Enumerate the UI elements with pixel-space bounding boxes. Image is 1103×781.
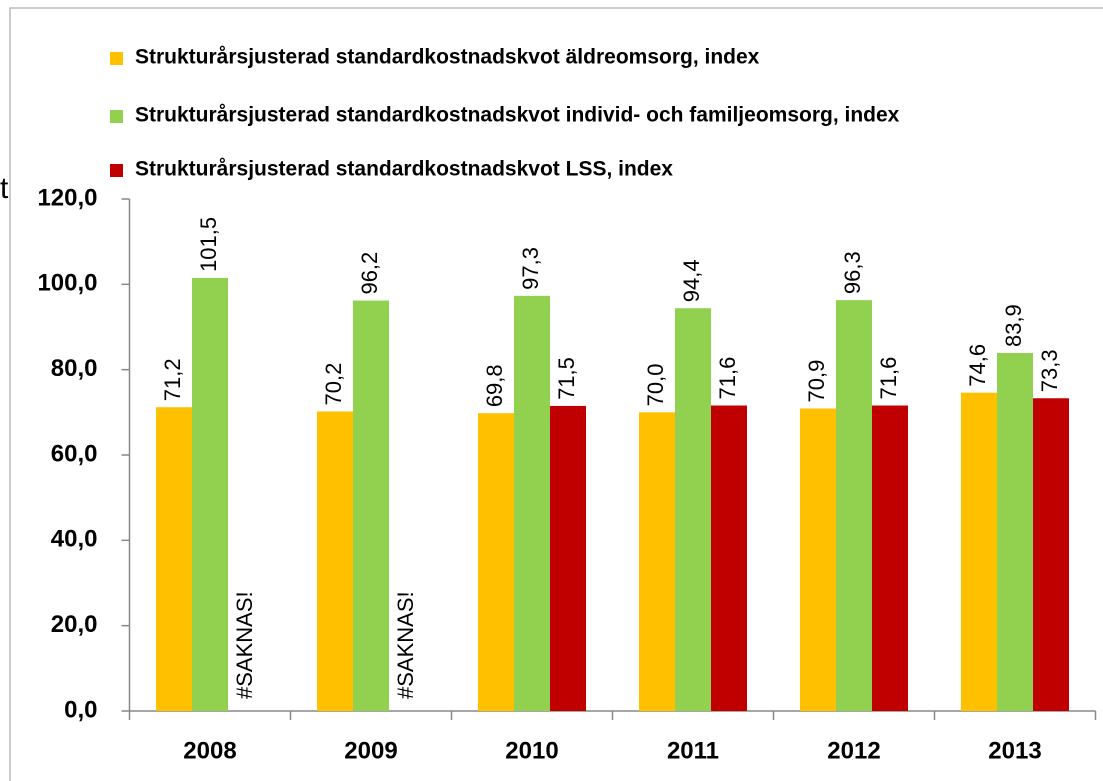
legend-swatch <box>110 52 123 65</box>
data-label: 73,3 <box>1037 349 1062 392</box>
bar <box>478 413 514 711</box>
bar <box>192 277 228 711</box>
y-tick-label: 20,0 <box>51 611 98 638</box>
bar <box>997 353 1033 711</box>
y-axis-label: t <box>0 172 9 205</box>
data-label: 70,0 <box>643 364 668 407</box>
y-tick-label: 100,0 <box>37 270 97 297</box>
x-tick-label: 2009 <box>344 737 397 764</box>
x-tick-label: 2013 <box>988 737 1041 764</box>
bar <box>317 411 353 711</box>
legend-swatch <box>110 110 123 123</box>
x-tick-label: 2012 <box>827 737 880 764</box>
y-tick-label: 60,0 <box>51 440 98 467</box>
bar <box>836 300 872 711</box>
legend-swatch <box>110 164 123 177</box>
data-label: 97,3 <box>518 247 543 290</box>
data-label: 94,4 <box>679 259 704 302</box>
legend-label: Strukturårsjusterad standardkostnadskvot… <box>135 104 900 127</box>
data-label: 71,6 <box>876 357 901 400</box>
bar <box>675 308 711 711</box>
bar <box>800 408 836 711</box>
data-label: 70,9 <box>804 360 829 403</box>
data-label: #SAKNAS! <box>393 591 418 699</box>
data-label: 69,8 <box>482 364 507 407</box>
y-tick-label: 80,0 <box>51 355 98 382</box>
y-tick-label: 120,0 <box>37 184 97 211</box>
legend-label: Strukturårsjusterad standardkostnadskvot… <box>135 158 673 181</box>
legend-label: Strukturårsjusterad standardkostnadskvot… <box>135 46 760 69</box>
y-tick-label: 0,0 <box>64 696 97 723</box>
bar <box>550 405 586 711</box>
bar <box>514 295 550 711</box>
bar <box>639 412 675 711</box>
bar <box>156 407 192 711</box>
data-label: 71,6 <box>715 357 740 400</box>
data-label: 71,2 <box>160 358 185 401</box>
bar <box>1033 398 1069 711</box>
bar <box>961 392 997 711</box>
data-label: 96,2 <box>357 252 382 295</box>
y-tick-label: 40,0 <box>51 526 98 553</box>
data-label: 71,5 <box>554 357 579 400</box>
data-label: 83,9 <box>1001 304 1026 347</box>
data-label: #SAKNAS! <box>232 591 257 699</box>
bar <box>353 300 389 711</box>
data-label: 101,5 <box>196 217 221 272</box>
data-label: 74,6 <box>965 344 990 387</box>
x-tick-label: 2011 <box>667 737 719 764</box>
data-label: 70,2 <box>321 363 346 406</box>
bar <box>711 405 747 711</box>
x-tick-label: 2010 <box>505 737 558 764</box>
chart-border <box>9 7 1103 781</box>
bar <box>872 405 908 711</box>
data-label: 96,3 <box>840 251 865 294</box>
x-tick-label: 2008 <box>183 737 236 764</box>
